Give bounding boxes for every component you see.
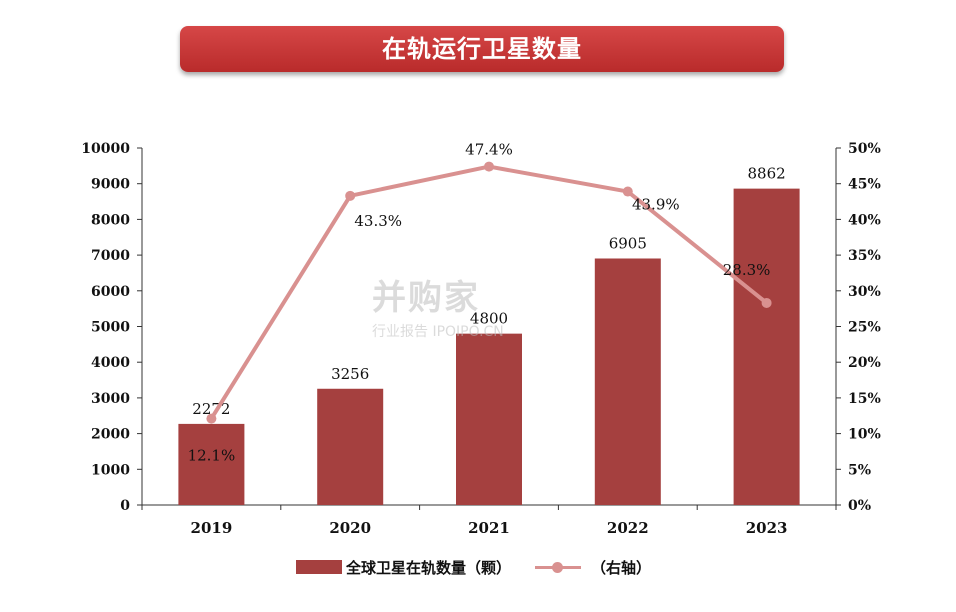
y-left-tick-label: 1000 — [91, 462, 130, 478]
legend: 全球卫星在轨数量（颗） （右轴） — [296, 556, 651, 578]
y-left-tick-label: 3000 — [91, 391, 130, 407]
line-data-label: 43.3% — [354, 212, 402, 230]
y-left-tick-label: 4000 — [91, 355, 130, 371]
bar — [317, 388, 384, 505]
bar-data-label: 4800 — [470, 310, 508, 328]
y-left-tick-label: 0 — [120, 498, 130, 514]
bar — [594, 258, 661, 505]
line-point — [484, 161, 494, 172]
y-right-tick-label: 35% — [848, 248, 881, 264]
line-point — [761, 297, 772, 308]
y-left-tick-label: 5000 — [91, 320, 130, 336]
y-right-tick-label: 10% — [848, 427, 881, 443]
y-right-tick-label: 15% — [848, 391, 881, 407]
x-tick-label: 2021 — [468, 519, 510, 537]
y-right-tick-label: 30% — [848, 284, 881, 300]
y-right-tick-label: 25% — [848, 320, 881, 336]
x-tick-label: 2019 — [191, 519, 233, 537]
y-left-tick-label: 9000 — [91, 177, 130, 193]
bar — [733, 188, 800, 506]
y-left-tick-label: 7000 — [91, 248, 130, 264]
line-data-label: 47.4% — [465, 141, 513, 159]
y-right-tick-label: 40% — [848, 212, 881, 228]
bar — [456, 333, 522, 505]
x-tick-label: 2023 — [746, 519, 788, 537]
line-data-label: 12.1% — [188, 447, 236, 465]
legend-line-label: （右轴） — [591, 558, 652, 577]
y-left-tick-label: 6000 — [91, 284, 130, 300]
y-right-tick-label: 45% — [848, 177, 881, 193]
y-right-tick-label: 5% — [848, 462, 871, 478]
legend-bar-label: 全球卫星在轨数量（颗） — [346, 558, 512, 577]
y-right-tick-label: 0% — [848, 498, 871, 514]
bar-data-label: 6905 — [609, 234, 647, 252]
x-tick-label: 2020 — [329, 519, 371, 537]
y-left-tick-label: 2000 — [91, 427, 130, 443]
chart-title: 在轨运行卫星数量 — [180, 26, 784, 72]
y-right-tick-label: 50% — [848, 141, 881, 157]
y-left-tick-label: 8000 — [91, 212, 130, 228]
line-point — [345, 190, 356, 201]
bar — [178, 423, 245, 505]
legend-bar-swatch — [296, 560, 342, 574]
line-data-label: 43.9% — [632, 196, 680, 214]
line-point — [622, 186, 633, 197]
x-tick-label: 2022 — [607, 519, 649, 537]
legend-line-swatch — [535, 560, 582, 574]
line-point — [206, 413, 217, 424]
line-data-label: 28.3% — [723, 261, 771, 279]
y-right-tick-label: 20% — [848, 355, 881, 371]
bar-data-label: 8862 — [748, 165, 786, 183]
y-left-tick-label: 10000 — [81, 141, 130, 157]
bar-data-label: 3256 — [331, 365, 369, 383]
